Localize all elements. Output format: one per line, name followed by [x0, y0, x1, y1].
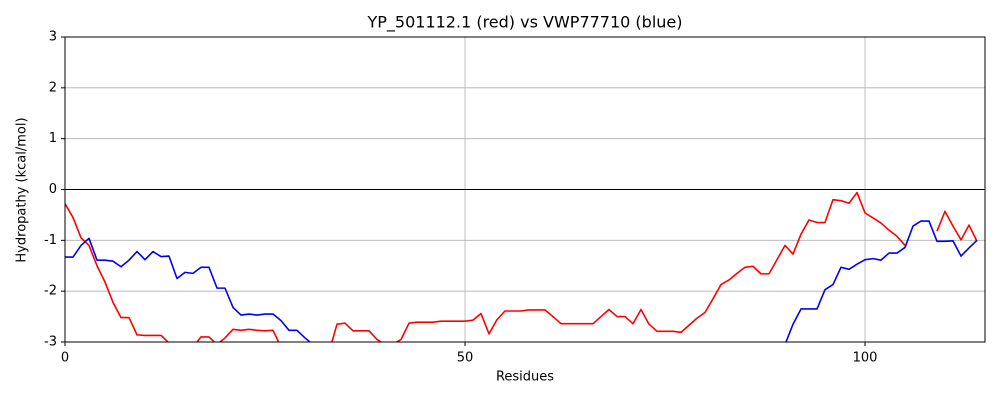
y-tick-label: 1 [49, 131, 57, 146]
x-tick-label: 0 [61, 351, 69, 366]
y-tick-label: 0 [49, 182, 57, 197]
series-line [65, 191, 978, 342]
y-tick-label: -3 [44, 335, 57, 350]
y-axis-label: Hydropathy (kcal/mol) [15, 117, 30, 262]
y-tick-label: -2 [44, 284, 57, 299]
series-line [65, 220, 978, 342]
y-tick-label: 3 [49, 30, 57, 45]
x-axis-label: Residues [496, 370, 554, 385]
ticks: 0 50 100 -3 -2 -1 0 1 2 3 [44, 30, 877, 366]
plot-area [65, 191, 978, 342]
x-tick-label: 100 [853, 351, 878, 366]
y-tick-label: -1 [44, 233, 57, 248]
y-tick-label: 2 [49, 80, 57, 95]
chart-title: YP_501112.1 (red) vs VWP77710 (blue) [366, 13, 682, 33]
x-tick-label: 50 [457, 351, 474, 366]
